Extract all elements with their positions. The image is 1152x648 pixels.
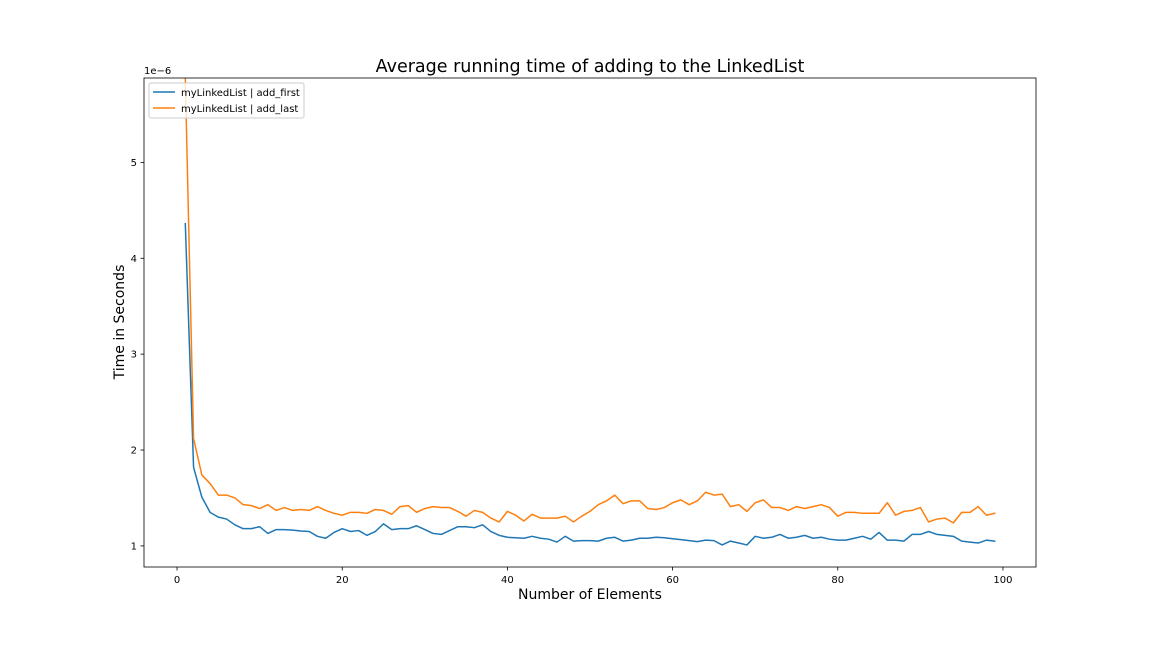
x-tick-label: 0 [174,575,180,586]
chart-title: Average running time of adding to the Li… [376,57,805,77]
x-tick-label: 100 [993,575,1012,586]
legend: myLinkedList | add_first myLinkedList | … [148,82,305,119]
y-tick-label: 4 [131,254,137,265]
y-offset-text: 1e−6 [144,66,171,77]
y-axis: 1 2 3 4 5 [131,158,144,552]
y-axis-label: Time in Seconds [112,265,128,381]
y-tick-label: 3 [131,350,137,361]
series-line-add-last [184,78,996,524]
legend-label-add-first: myLinkedList | add_first [181,88,300,99]
y-tick-label: 5 [131,158,137,169]
x-tick-label: 20 [336,575,349,586]
series-line-add-first [184,222,996,546]
y-tick-label: 2 [131,446,137,457]
x-tick-label: 40 [501,575,514,586]
plot-area-frame [143,77,1037,568]
x-tick-label: 80 [831,575,844,586]
legend-frame [148,82,305,119]
x-axis-label: Number of Elements [518,587,662,603]
series-layer [184,78,996,546]
x-tick-label: 60 [666,575,679,586]
legend-label-add-last: myLinkedList | add_last [181,104,298,115]
y-tick-label: 1 [131,541,137,552]
x-axis: 0 20 40 60 80 100 [174,567,1013,586]
